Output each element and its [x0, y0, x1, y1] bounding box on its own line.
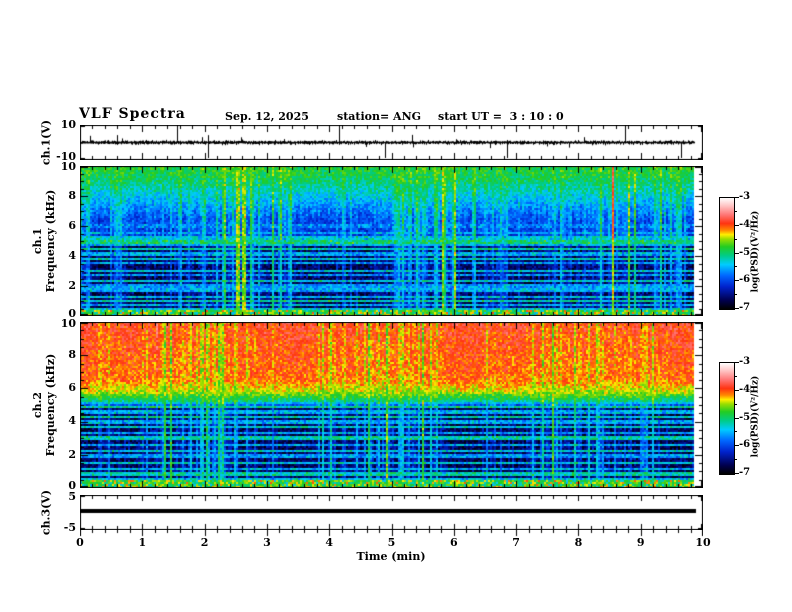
colorbar-1-tickmark--4	[735, 225, 739, 226]
colorbar-2-minor-tickmark	[735, 431, 737, 432]
colorbar-2-tickmark--4	[735, 390, 739, 391]
ch1-spectrogram-canvas	[80, 166, 703, 316]
colorbar-1-tickmark--5	[735, 253, 739, 254]
header-start-ut: start UT = 3 : 10 : 0	[438, 110, 564, 123]
colorbar-1-minor-tickmark	[735, 266, 737, 267]
colorbar-1-tick-label--4: -4	[739, 219, 751, 230]
ch1-frequency-axis-label-line1: ch.1	[31, 227, 44, 255]
x-tick-label-9: 9	[636, 536, 645, 549]
colorbar-1-tick-label--6: -6	[739, 274, 751, 285]
colorbar-2-minor-tickmark	[735, 459, 737, 460]
ch2-freq-ytick-4: 4	[68, 414, 76, 427]
ch2-freq-ytick-10: 10	[60, 317, 76, 330]
ch2-freq-ytick-6: 6	[68, 381, 76, 394]
ch3-ytick-5: 5	[68, 490, 76, 503]
colorbar-1-tickmark--6	[735, 280, 739, 281]
colorbar-2-minor-tickmark	[735, 376, 737, 377]
colorbar-1-tick-label--5: -5	[739, 247, 751, 258]
ch1-freq-ytick-4: 4	[68, 249, 76, 262]
x-tick-label-7: 7	[512, 536, 520, 549]
x-axis-ticks	[80, 530, 703, 539]
colorbar-1-tick-label--3: -3	[739, 191, 751, 202]
figure-title: VLF Spectra	[79, 106, 186, 122]
colorbar-2-tickmark--6	[735, 445, 739, 446]
ch1-ytick-minus10: -10	[56, 150, 76, 163]
x-tick-label-1: 1	[138, 536, 147, 549]
ch1-freq-ytick-10: 10	[60, 160, 76, 173]
colorbar-1-minor-tickmark	[735, 294, 737, 295]
colorbar-1-tick-label--7: -7	[739, 302, 751, 313]
x-tick-label-5: 5	[387, 536, 396, 549]
colorbar-2-tick-label--5: -5	[739, 412, 751, 423]
x-tick-label-8: 8	[574, 536, 583, 549]
ch1-freq-ytick-6: 6	[68, 219, 76, 232]
colorbar-2-minor-tickmark	[735, 404, 737, 405]
ch1-freq-ytick-0: 0	[68, 307, 76, 320]
ch2-freq-ytick-0: 0	[68, 479, 76, 492]
colorbar-1-minor-tickmark	[735, 239, 737, 240]
colorbar-2-tick-label--7: -7	[739, 467, 751, 478]
ch1-freq-ytick-2: 2	[68, 279, 76, 292]
x-tick-label-3: 3	[263, 536, 271, 549]
x-tick-label-6: 6	[449, 536, 458, 549]
x-tick-label-2: 2	[200, 536, 209, 549]
colorbar-2-tick-label--3: -3	[739, 356, 751, 367]
ch2-spectrogram-panel	[80, 322, 703, 488]
ch3-waveform-canvas	[80, 495, 703, 530]
ch2-freq-ytick-2: 2	[68, 448, 76, 461]
colorbar-1-minor-tickmark	[735, 211, 737, 212]
ch1-spectrogram-panel	[80, 166, 703, 316]
ch1-waveform-panel	[80, 125, 703, 160]
header-date: Sep. 12, 2025	[225, 110, 309, 123]
header-station: station= ANG	[337, 110, 422, 123]
ch1-colorbar	[719, 197, 735, 310]
ch2-spectrogram-canvas	[80, 322, 703, 488]
x-tick-label-0: 0	[76, 536, 84, 549]
colorbar-2-tick-label--4: -4	[739, 384, 751, 395]
time-axis-label: Time (min)	[356, 550, 426, 563]
colorbar-2-tickmark--7	[735, 473, 739, 474]
ch3-waveform-panel	[80, 495, 703, 530]
ch3-ytick-minus5: -5	[63, 521, 76, 534]
ch2-frequency-axis-label-line1: ch.2	[31, 391, 44, 419]
x-tick-label-10: 10	[695, 536, 711, 549]
colorbar-1-tickmark--3	[735, 197, 739, 198]
ch1-freq-ytick-8: 8	[68, 189, 76, 202]
ch1-ytick-10: 10	[60, 118, 76, 131]
colorbar-1-tickmark--7	[735, 308, 739, 309]
ch2-colorbar	[719, 362, 735, 475]
ch1-waveform-canvas	[80, 125, 703, 160]
ch2-freq-ytick-8: 8	[68, 348, 76, 361]
colorbar-2-tickmark--3	[735, 362, 739, 363]
colorbar-2-tick-label--6: -6	[739, 439, 751, 450]
colorbar-2-tickmark--5	[735, 418, 739, 419]
x-tick-label-4: 4	[325, 536, 334, 549]
